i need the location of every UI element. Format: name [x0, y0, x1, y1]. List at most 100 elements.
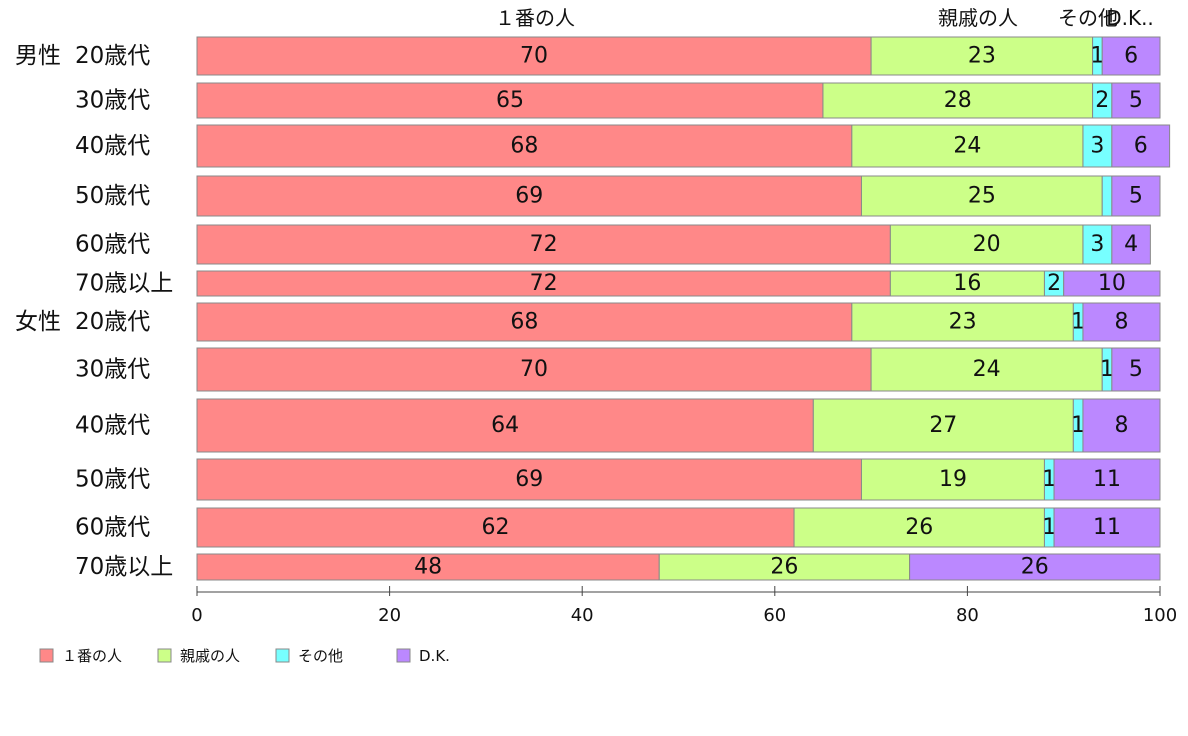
value-label-9-3: 11	[1093, 467, 1121, 492]
bar-segment-7-0	[196, 347, 872, 392]
value-label-0-3: 6	[1124, 44, 1138, 69]
bar-segment-8-0	[196, 398, 814, 453]
value-label-11-1: 26	[770, 555, 798, 580]
category-label-10: 60歳代	[75, 515, 150, 541]
category-label-5: 70歳以上	[75, 271, 173, 297]
value-label-11-0: 48	[414, 555, 442, 580]
bar-segment-11-1	[658, 553, 911, 581]
value-label-8-1: 27	[929, 413, 957, 438]
value-label-3-3: 5	[1129, 184, 1143, 209]
value-label-1-2: 2	[1095, 88, 1109, 113]
bar-segment-1-1	[822, 82, 1094, 119]
column-header-2: その他	[1058, 6, 1118, 30]
category-label-8: 40歳代	[75, 413, 150, 439]
value-label-10-2: 1	[1042, 515, 1056, 540]
value-label-7-0: 70	[520, 357, 548, 382]
bar-segment-0-1	[870, 36, 1094, 76]
value-label-11-3: 26	[1021, 555, 1049, 580]
category-label-2: 40歳代	[75, 133, 150, 159]
value-label-0-2: 1	[1090, 44, 1104, 69]
value-label-5-3: 10	[1098, 271, 1126, 296]
bar-segment-5-3	[1063, 270, 1161, 297]
value-label-3-0: 69	[515, 184, 543, 209]
value-label-1-1: 28	[944, 88, 972, 113]
column-header-0: １番の人	[495, 6, 575, 30]
value-label-6-1: 23	[949, 310, 977, 335]
bar-segment-3-1	[860, 175, 1103, 217]
column-header-3: D.K..	[1106, 6, 1154, 30]
bar-segment-9-0	[196, 458, 862, 501]
bar-segment-2-1	[851, 124, 1084, 168]
value-label-5-0: 72	[530, 271, 558, 296]
x-tick-label-0: 0	[191, 605, 202, 626]
value-label-8-0: 64	[491, 413, 519, 438]
value-label-6-3: 8	[1114, 310, 1128, 335]
bar-segment-1-3	[1111, 82, 1161, 119]
category-label-0: 20歳代	[75, 43, 150, 69]
value-label-7-2: 1	[1100, 357, 1114, 382]
legend-label-2: その他	[298, 647, 343, 665]
bar-segment-5-0	[196, 270, 891, 297]
bar-segment-9-3	[1053, 458, 1161, 501]
value-label-6-2: 1	[1071, 310, 1085, 335]
value-label-9-2: 1	[1042, 467, 1056, 492]
legend-swatch-1	[157, 648, 172, 663]
value-label-1-3: 5	[1129, 88, 1143, 113]
group-label-6: 女性	[15, 309, 61, 335]
value-label-2-1: 24	[953, 134, 981, 159]
legend-label-1: 親戚の人	[180, 647, 240, 665]
bar-segment-9-1	[860, 458, 1045, 501]
legend-label-3: D.K.	[419, 647, 450, 665]
bar-segment-10-3	[1053, 507, 1161, 548]
value-label-9-1: 19	[939, 467, 967, 492]
value-label-7-1: 24	[973, 357, 1001, 382]
x-tick-label-4: 80	[956, 605, 979, 626]
x-tick-label-1: 20	[378, 605, 401, 626]
value-label-2-0: 68	[510, 134, 538, 159]
value-label-5-2: 2	[1047, 271, 1061, 296]
category-label-1: 30歳代	[75, 88, 150, 114]
value-label-10-0: 62	[482, 515, 510, 540]
bar-segment-10-0	[196, 507, 795, 548]
value-label-4-3: 4	[1124, 232, 1138, 257]
value-label-6-0: 68	[510, 310, 538, 335]
value-label-9-0: 69	[515, 467, 543, 492]
legend-swatch-0	[39, 648, 54, 663]
bar-segment-6-3	[1082, 302, 1161, 342]
value-label-10-3: 11	[1093, 515, 1121, 540]
bar-segment-3-3	[1111, 175, 1161, 217]
bar-segment-8-1	[812, 398, 1074, 453]
value-label-2-2: 3	[1090, 134, 1104, 159]
value-label-2-3: 6	[1134, 134, 1148, 159]
category-label-7: 30歳代	[75, 357, 150, 383]
bar-segment-7-3	[1111, 347, 1161, 392]
bar-segment-4-1	[889, 224, 1084, 265]
value-label-10-1: 26	[905, 515, 933, 540]
column-header-1: 親戚の人	[938, 6, 1018, 30]
x-tick-label-5: 100	[1143, 605, 1177, 626]
value-label-4-1: 20	[973, 232, 1001, 257]
legend-label-0: １番の人	[62, 647, 122, 665]
group-label-0: 男性	[15, 43, 61, 69]
bar-segment-6-0	[196, 302, 853, 342]
x-tick-label-3: 60	[763, 605, 786, 626]
bar-segment-3-2	[1101, 175, 1113, 217]
bar-segment-11-3	[909, 553, 1161, 581]
bar-segment-4-0	[196, 224, 891, 265]
legend-swatch-2	[275, 648, 290, 663]
category-label-3: 50歳代	[75, 183, 150, 209]
value-label-3-1: 25	[968, 184, 996, 209]
category-label-6: 20歳代	[75, 309, 150, 335]
value-label-0-0: 70	[520, 44, 548, 69]
bar-segment-6-1	[851, 302, 1074, 342]
category-label-11: 70歳以上	[75, 554, 173, 580]
value-label-0-1: 23	[968, 44, 996, 69]
value-label-8-3: 8	[1114, 413, 1128, 438]
bar-segment-10-1	[793, 507, 1045, 548]
value-label-7-3: 5	[1129, 357, 1143, 382]
value-label-4-0: 72	[530, 232, 558, 257]
legend-swatch-3	[396, 648, 411, 663]
bar-segment-8-3	[1082, 398, 1161, 453]
value-label-1-0: 65	[496, 88, 524, 113]
